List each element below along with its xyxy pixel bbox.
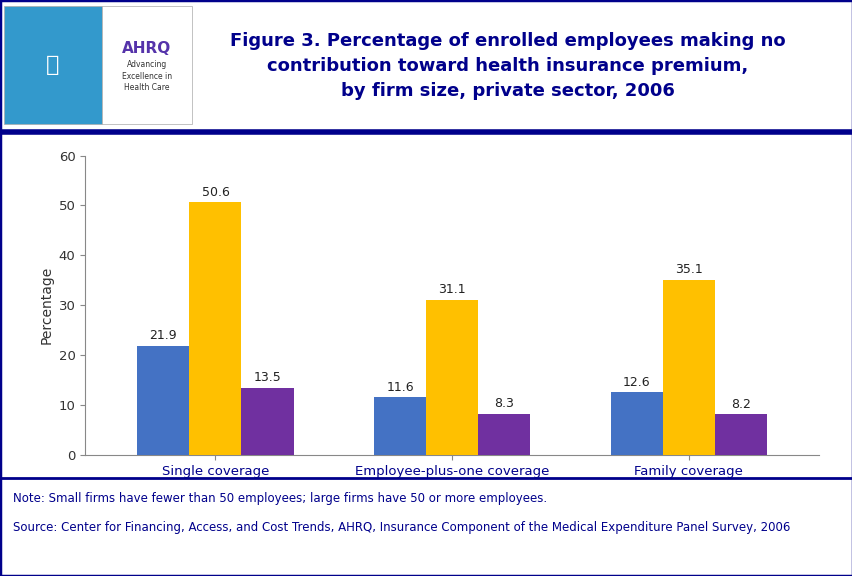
Bar: [373, 397, 425, 455]
Bar: [241, 388, 293, 455]
Text: Figure 3. Percentage of enrolled employees making no
contribution toward health : Figure 3. Percentage of enrolled employe…: [229, 32, 785, 100]
Text: 35.1: 35.1: [674, 263, 702, 276]
Legend: All firms, Small firms, Large firms: All firms, Small firms, Large firms: [288, 96, 615, 123]
Text: 12.6: 12.6: [622, 376, 650, 389]
Bar: [137, 346, 189, 455]
Bar: [714, 414, 766, 455]
Text: 13.5: 13.5: [253, 371, 281, 384]
Bar: [425, 300, 478, 455]
Text: Advancing
Excellence in
Health Care: Advancing Excellence in Health Care: [122, 60, 171, 92]
Text: AHRQ: AHRQ: [122, 41, 171, 56]
Text: 11.6: 11.6: [386, 381, 413, 393]
Text: 21.9: 21.9: [149, 329, 177, 342]
Text: 8.2: 8.2: [730, 397, 750, 411]
Bar: [610, 392, 662, 455]
Bar: [478, 414, 530, 455]
Text: 8.3: 8.3: [493, 397, 514, 410]
Text: Note: Small firms have fewer than 50 employees; large firms have 50 or more empl: Note: Small firms have fewer than 50 emp…: [13, 492, 546, 506]
Bar: [189, 202, 241, 455]
Bar: [662, 280, 714, 455]
Text: 31.1: 31.1: [438, 283, 465, 296]
Text: Source: Center for Financing, Access, and Cost Trends, AHRQ, Insurance Component: Source: Center for Financing, Access, an…: [13, 521, 789, 535]
Text: 50.6: 50.6: [201, 186, 229, 199]
Text: 🦅: 🦅: [46, 55, 60, 74]
Y-axis label: Percentage: Percentage: [39, 266, 53, 344]
